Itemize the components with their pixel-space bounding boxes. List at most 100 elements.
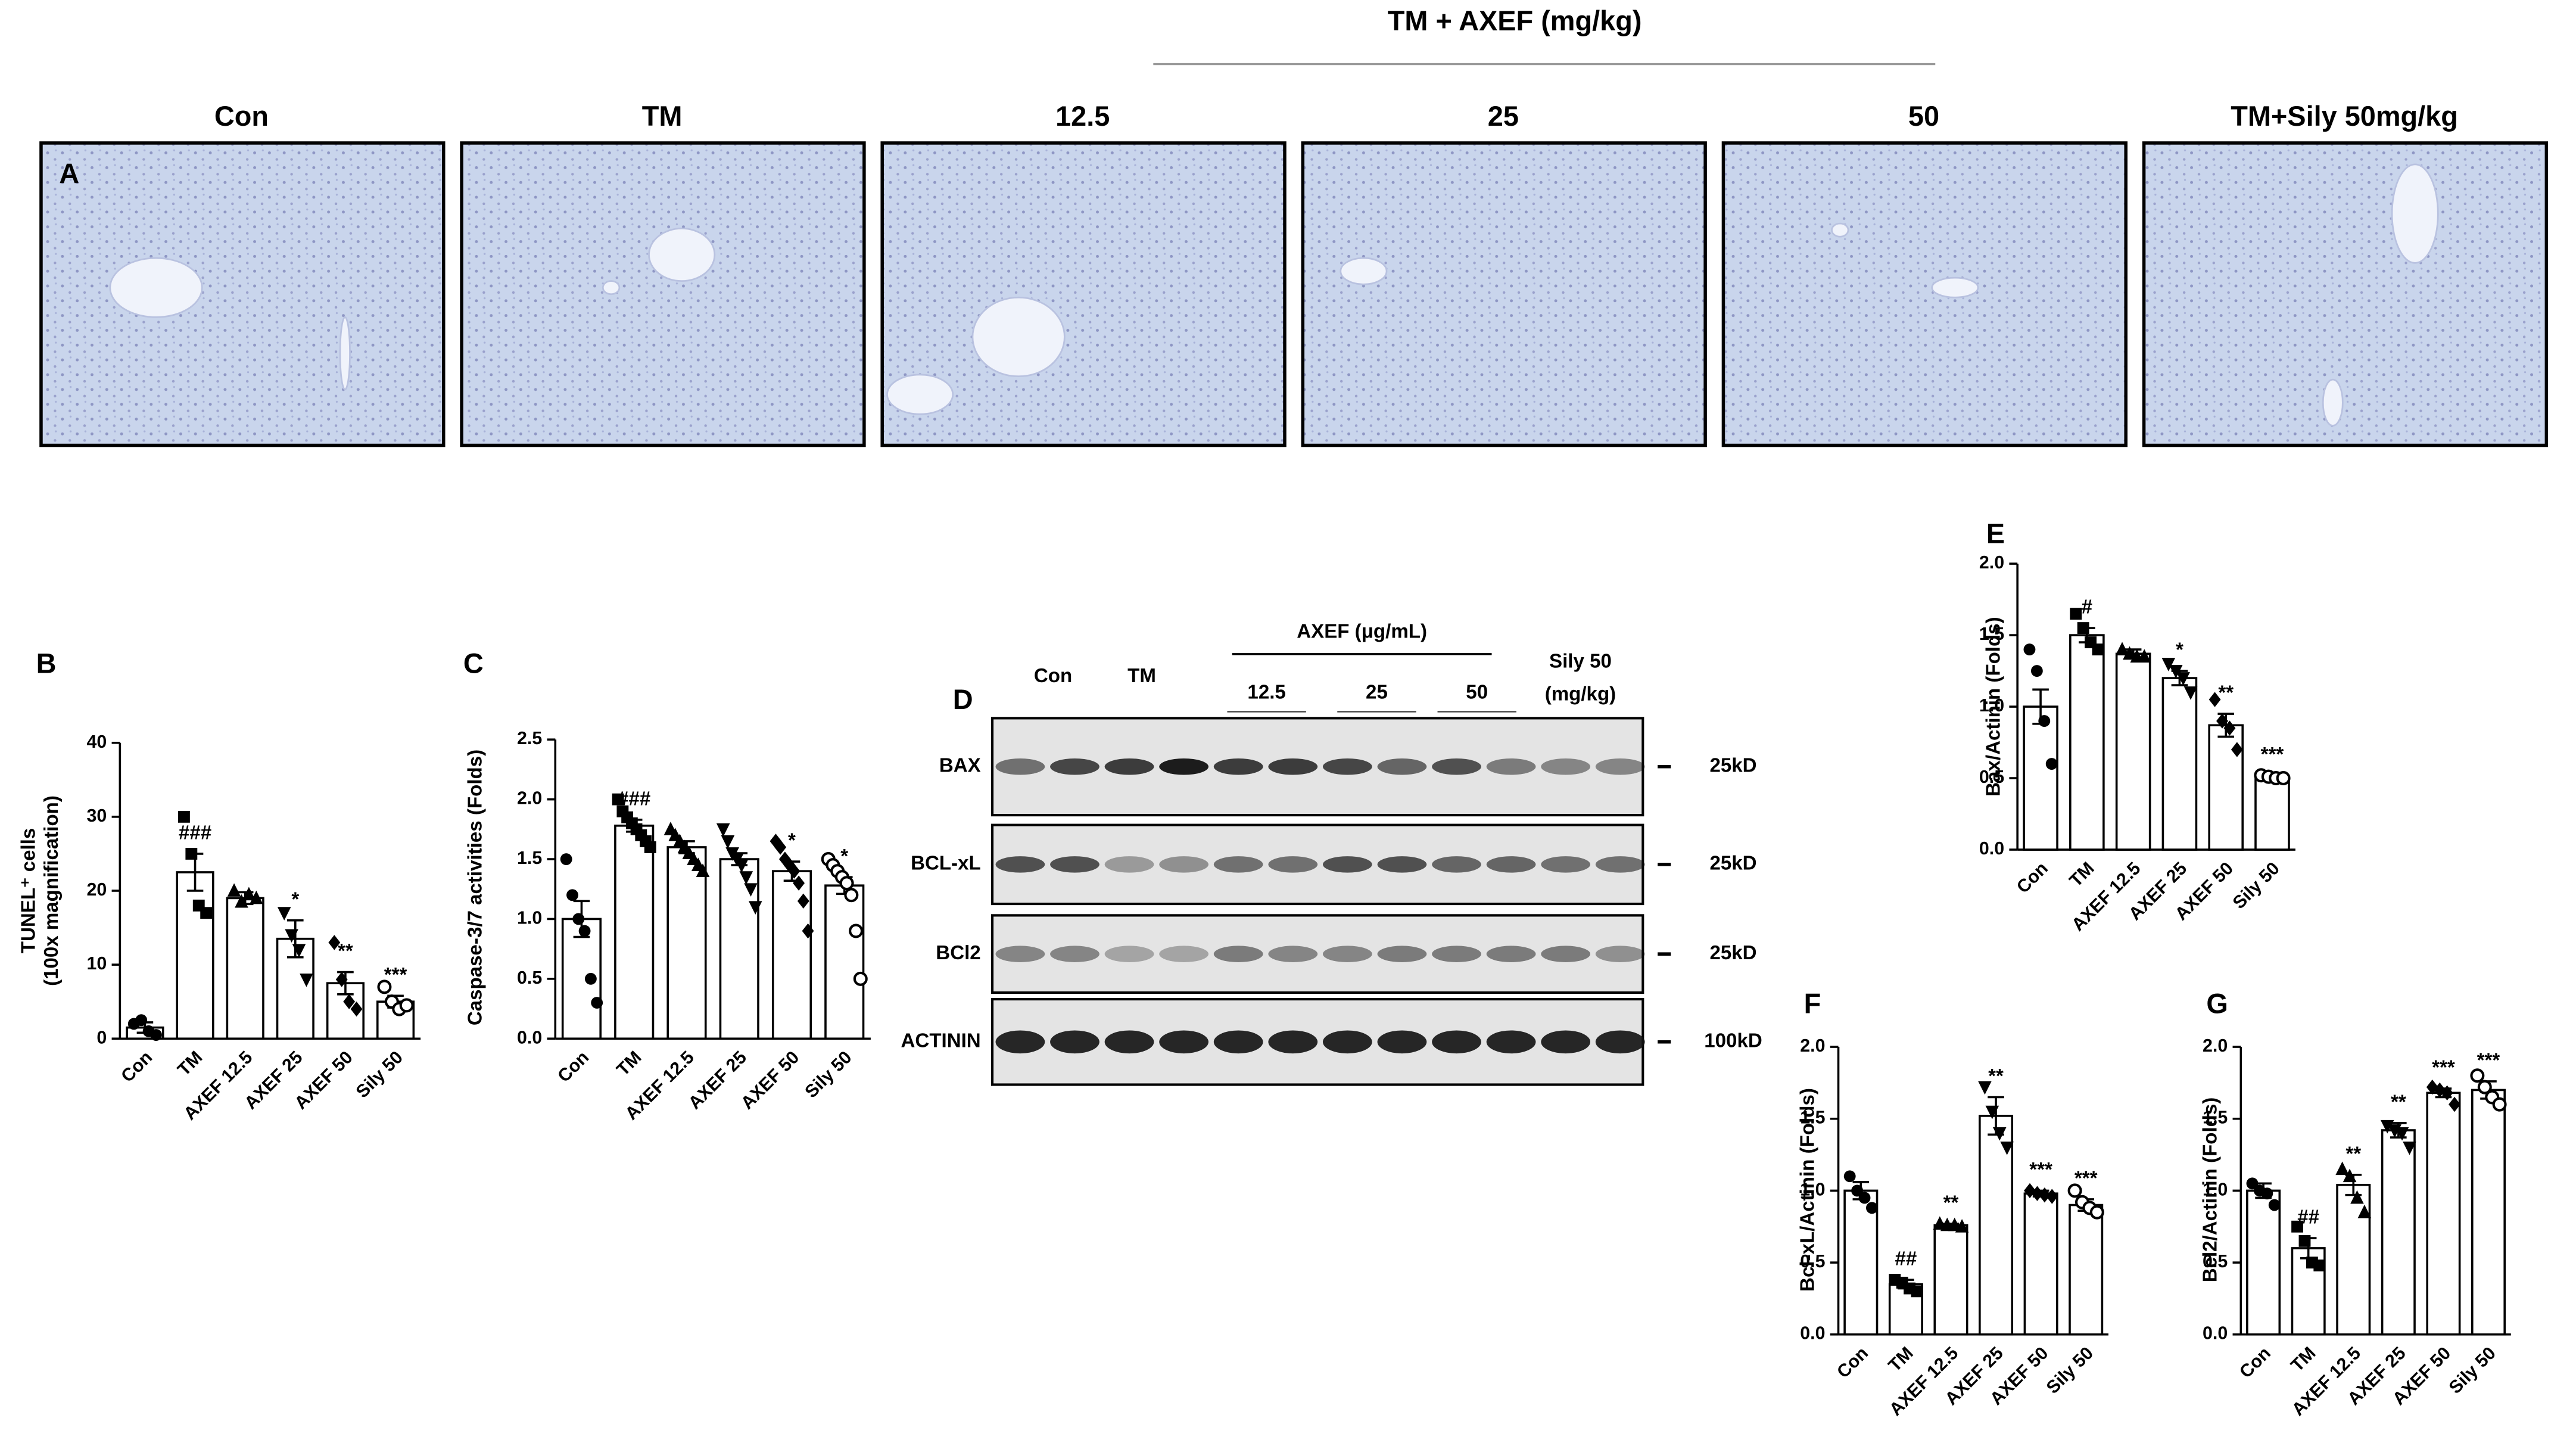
point bbox=[2089, 1205, 2104, 1220]
point bbox=[578, 925, 591, 937]
point bbox=[1866, 1202, 1878, 1214]
point bbox=[328, 935, 341, 950]
panel-letter: E bbox=[1986, 518, 2005, 549]
point bbox=[2123, 646, 2136, 660]
point bbox=[2350, 1190, 2364, 1204]
band bbox=[1104, 946, 1154, 962]
point bbox=[177, 810, 190, 823]
point bbox=[1992, 1127, 2007, 1141]
y-tick-label: 1.5 bbox=[517, 848, 542, 868]
bar bbox=[2023, 705, 2058, 851]
dose: 12.5 bbox=[1247, 682, 1285, 704]
band bbox=[1213, 1030, 1263, 1054]
band bbox=[1377, 856, 1427, 873]
significance: ** bbox=[2391, 1092, 2406, 1114]
point bbox=[2357, 1204, 2372, 1218]
significance: *** bbox=[2261, 744, 2284, 766]
panel-letter: C bbox=[463, 648, 484, 679]
point bbox=[2395, 1127, 2409, 1141]
size-label: 25kD bbox=[1709, 754, 1756, 776]
bar bbox=[2426, 1092, 2461, 1336]
vessel bbox=[648, 228, 716, 282]
band bbox=[1541, 1030, 1591, 1054]
image-title: 25 bbox=[1488, 101, 1519, 132]
reference: (mg/kg) bbox=[1545, 683, 1616, 705]
band bbox=[1595, 946, 1645, 962]
significance: ### bbox=[179, 822, 211, 844]
point bbox=[2161, 658, 2176, 671]
y-tick-label: 1.5 bbox=[1979, 624, 2004, 644]
significance: *** bbox=[2432, 1057, 2455, 1079]
point bbox=[1843, 1170, 1856, 1183]
significance: * bbox=[788, 830, 796, 852]
x-tick-label: TM bbox=[2066, 859, 2098, 891]
point bbox=[1978, 1081, 1992, 1095]
point bbox=[844, 888, 859, 903]
band bbox=[1432, 758, 1481, 775]
point bbox=[2000, 1142, 2014, 1155]
band bbox=[1159, 758, 1208, 775]
point bbox=[2477, 1080, 2492, 1094]
x-tick-label: Sily 50 bbox=[2229, 859, 2284, 913]
significance: *** bbox=[2477, 1050, 2500, 1072]
band bbox=[1322, 946, 1372, 962]
band bbox=[1322, 856, 1372, 873]
image-title: Con bbox=[214, 101, 269, 132]
vessel bbox=[1931, 276, 1979, 298]
y-tick-label: 10 bbox=[87, 954, 107, 974]
x-tick-label: Sily 50 bbox=[2446, 1344, 2500, 1398]
bar bbox=[2208, 724, 2244, 851]
point bbox=[716, 823, 730, 837]
band bbox=[1322, 1030, 1372, 1054]
point bbox=[1911, 1285, 1923, 1298]
vessel bbox=[2322, 378, 2344, 427]
band bbox=[1213, 856, 1263, 873]
x-tick-label: TM bbox=[1885, 1344, 1917, 1376]
histology-image bbox=[460, 141, 866, 447]
y-axis-label: Caspase-3/7 activities (Folds) bbox=[465, 750, 487, 1025]
point bbox=[300, 974, 313, 987]
point bbox=[2038, 715, 2051, 727]
band bbox=[1104, 856, 1154, 873]
bar bbox=[614, 825, 655, 1040]
panel-letter-a: A bbox=[59, 158, 79, 189]
point bbox=[2335, 1161, 2349, 1176]
point bbox=[2067, 1183, 2082, 1198]
y-tick-label: 1.0 bbox=[2203, 1180, 2228, 1199]
point bbox=[285, 929, 298, 943]
y-axis-label: Bcl-xL/Actinin (Folds) bbox=[1797, 1088, 1819, 1292]
row-label: BCL-xL bbox=[911, 853, 981, 875]
panel-letter: B bbox=[36, 648, 57, 679]
point bbox=[2092, 643, 2104, 656]
bar bbox=[2115, 652, 2151, 851]
point bbox=[748, 901, 762, 915]
reference: Sily 50 bbox=[1549, 650, 1612, 672]
bar bbox=[2254, 777, 2290, 851]
histology-image bbox=[1721, 141, 2128, 447]
band bbox=[1050, 758, 1099, 775]
vessel bbox=[109, 257, 203, 318]
point bbox=[2268, 1199, 2281, 1211]
point bbox=[2343, 1168, 2357, 1183]
point bbox=[2403, 1142, 2416, 1155]
y-axis-label: TUNEL⁺ cells bbox=[17, 828, 39, 953]
significance: *** bbox=[384, 964, 407, 986]
x-tick-label: Sily 50 bbox=[2043, 1344, 2097, 1398]
significance: * bbox=[2176, 639, 2183, 661]
point bbox=[2046, 1189, 2058, 1204]
point bbox=[849, 923, 864, 938]
point bbox=[277, 907, 291, 921]
row-label: BCl2 bbox=[936, 942, 980, 964]
bar bbox=[176, 871, 214, 1040]
histology-image bbox=[1301, 141, 1707, 447]
significance: * bbox=[291, 888, 299, 910]
y-tick-label: 0.5 bbox=[1800, 1252, 1825, 1271]
size-label: 100kD bbox=[1704, 1030, 1762, 1052]
y-tick-label: 2.0 bbox=[1979, 553, 2004, 573]
point bbox=[853, 971, 868, 986]
point bbox=[2492, 1097, 2507, 1112]
band bbox=[1595, 1030, 1645, 1054]
significance: *** bbox=[2074, 1168, 2098, 1190]
y-tick-label: 0.0 bbox=[517, 1028, 542, 1047]
